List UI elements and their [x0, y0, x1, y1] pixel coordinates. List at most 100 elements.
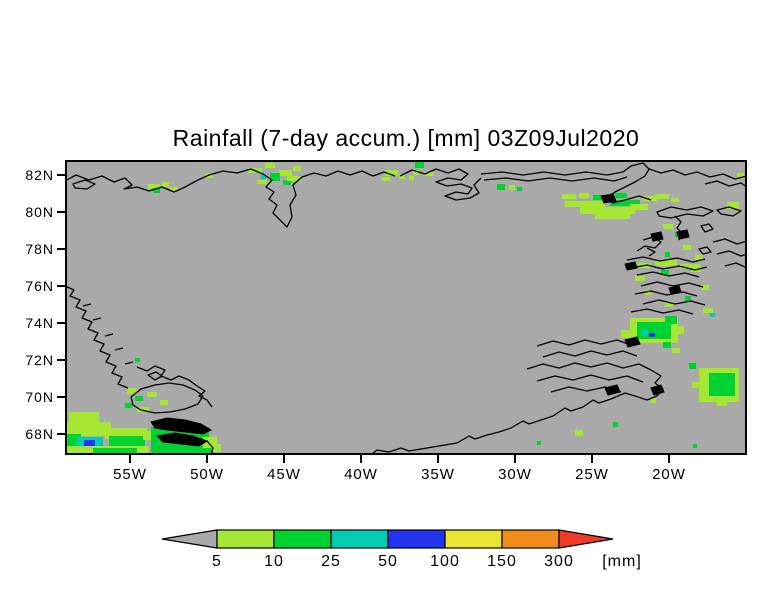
y-tick [57, 359, 65, 361]
rain-patch [641, 330, 648, 335]
rain-patch [279, 170, 292, 176]
y-tick-label: 68N [14, 427, 54, 441]
x-tick-label: 55W [100, 466, 160, 483]
rain-patch [613, 422, 618, 427]
rain-patch [595, 214, 630, 219]
coastline [647, 248, 655, 256]
rain-patch [672, 348, 680, 353]
coastline [83, 304, 133, 364]
rain-patch [615, 193, 627, 198]
x-tick-label: 25W [562, 466, 622, 483]
rain-patch [575, 430, 583, 436]
coastline [527, 363, 651, 370]
rain-patch [689, 363, 696, 369]
colorbar-segment [388, 530, 445, 548]
coastline [484, 177, 627, 181]
coastline [631, 309, 693, 314]
rain-patch [409, 176, 414, 180]
y-tick [57, 433, 65, 435]
rain-patch [692, 382, 700, 388]
rain-patch [415, 162, 424, 168]
rain-patch [683, 245, 691, 250]
y-tick-label: 78N [14, 242, 54, 256]
rain-patch [537, 441, 541, 445]
coastline-landmass [651, 232, 663, 241]
coastline [699, 247, 711, 254]
coastline [641, 282, 703, 287]
rain-patch [701, 285, 709, 290]
rain-patch [685, 296, 691, 301]
x-tick [514, 455, 516, 463]
x-tick-label: 30W [485, 466, 545, 483]
rain-patch [703, 308, 713, 313]
rain-patch [135, 358, 140, 362]
rain-patch [93, 448, 137, 455]
colorbar: 5102550100150300[mm] [148, 524, 648, 574]
y-tick-label: 82N [14, 168, 54, 182]
rain-patch [709, 373, 735, 396]
coastline [713, 239, 747, 244]
coastline-landmass [669, 286, 681, 294]
rain-patch [147, 392, 157, 397]
rain-patch [663, 224, 673, 229]
colorbar-segment [502, 530, 559, 548]
rain-patch [293, 166, 301, 171]
coastline [725, 263, 747, 268]
colorbar-tick-label: 50 [378, 553, 398, 570]
x-tick [206, 455, 208, 463]
y-tick-label: 76N [14, 279, 54, 293]
rain-patch [710, 313, 715, 317]
y-tick-label: 72N [14, 353, 54, 367]
coastline [717, 251, 747, 256]
coastline [65, 169, 395, 227]
rain-patch [135, 396, 143, 401]
colorbar-unit-label: [mm] [602, 553, 642, 570]
rain-patch [265, 163, 275, 168]
coastline [481, 172, 623, 175]
rain-patch [84, 440, 95, 446]
coastline [73, 180, 95, 189]
rain-patch [382, 177, 390, 181]
x-tick [360, 455, 362, 463]
coastline [543, 351, 637, 357]
coastline [705, 181, 747, 187]
coastline [625, 370, 663, 400]
y-tick-label: 70N [14, 390, 54, 404]
rain-patch [517, 187, 522, 191]
rain-patch [562, 194, 576, 199]
rain-patch [497, 184, 505, 190]
x-tick [591, 455, 593, 463]
colorbar-tick-label: 150 [487, 553, 517, 570]
rain-patch [173, 448, 213, 455]
coastline [635, 291, 697, 296]
coastline [537, 340, 631, 346]
colorbar-tick-label: 25 [321, 553, 341, 570]
x-tick-label: 20W [639, 466, 699, 483]
colorbar-segment [331, 530, 388, 548]
rain-patch [630, 204, 648, 210]
coastline [65, 286, 128, 388]
colorbar-high-arrow [559, 530, 613, 548]
coastline [537, 375, 643, 382]
coastline [643, 300, 705, 305]
colorbar-tick-label: 5 [212, 553, 222, 570]
y-tick [57, 285, 65, 287]
x-tick [129, 455, 131, 463]
colorbar-segment [445, 530, 502, 548]
coastline [701, 224, 713, 232]
colorbar-segment [274, 530, 331, 548]
colorbar-tick-label: 100 [430, 553, 460, 570]
x-tick-label: 40W [331, 466, 391, 483]
rain-patch [509, 185, 515, 190]
plot-title: Rainfall (7-day accum.) [mm] 03Z09Jul202… [65, 125, 747, 152]
y-tick [57, 211, 65, 213]
coastline-landmass [601, 194, 616, 203]
rain-patch [621, 330, 630, 338]
coastline-landmass [625, 337, 640, 347]
x-tick [283, 455, 285, 463]
colorbar-tick-label: 10 [264, 553, 284, 570]
rain-patch [663, 342, 671, 348]
coastline [657, 207, 713, 218]
rain-patch [213, 444, 221, 452]
rain-patch [257, 180, 267, 184]
